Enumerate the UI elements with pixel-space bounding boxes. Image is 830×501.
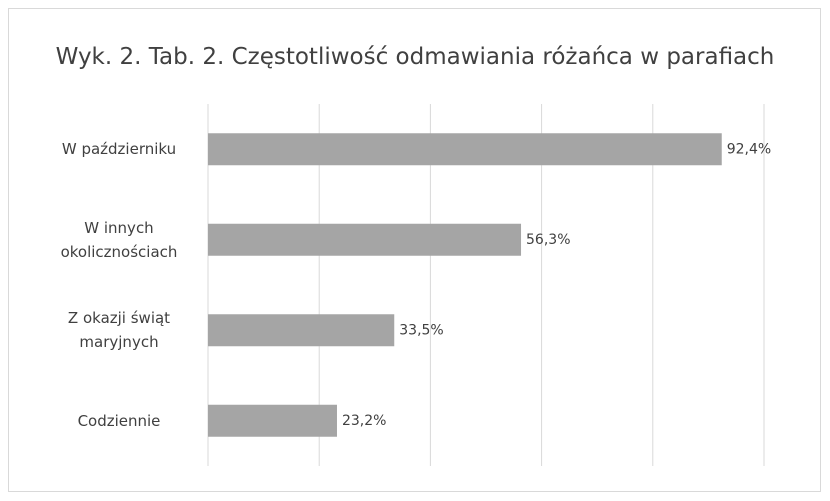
bar [208,314,395,347]
chart-frame [8,8,821,492]
category-label: W październiku [61,140,177,159]
bar [208,133,722,166]
value-label: 92,4% [727,141,771,157]
category-label: W innych okolicznościach [60,218,178,261]
category-label: Z okazji świąt maryjnych [67,309,171,352]
value-label: 56,3% [526,232,570,248]
category-label: Codziennie [77,411,161,430]
bar [208,223,522,256]
chart-title: Wyk. 2. Tab. 2. Częstotliwość odmawiania… [55,44,775,70]
value-label: 23,2% [342,413,386,429]
value-label: 33,5% [399,322,443,338]
bar [208,404,337,437]
